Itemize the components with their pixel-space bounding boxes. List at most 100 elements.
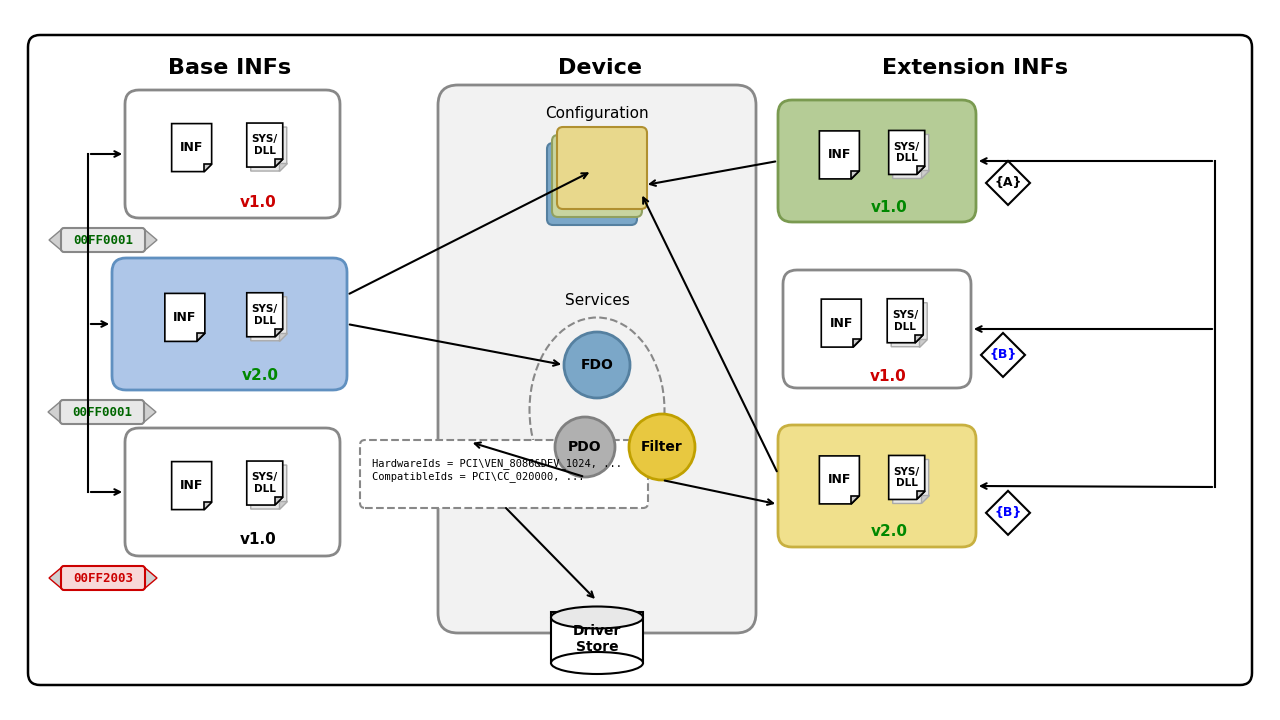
FancyBboxPatch shape	[113, 258, 347, 390]
Polygon shape	[819, 131, 859, 179]
Polygon shape	[891, 302, 927, 347]
Polygon shape	[916, 166, 924, 174]
Polygon shape	[247, 461, 283, 505]
Polygon shape	[279, 501, 287, 509]
Text: v2.0: v2.0	[870, 524, 908, 539]
Polygon shape	[143, 401, 156, 423]
Text: v1.0: v1.0	[239, 533, 276, 547]
Text: SYS/
DLL: SYS/ DLL	[893, 467, 920, 488]
Text: HardwareIds = PCI\VEN_8086&DEV_1024, ...
CompatibleIds = PCI\CC_020000, ...: HardwareIds = PCI\VEN_8086&DEV_1024, ...…	[372, 459, 622, 482]
Polygon shape	[172, 462, 211, 510]
Polygon shape	[275, 159, 283, 167]
Text: 00FF0001: 00FF0001	[72, 405, 132, 418]
Polygon shape	[279, 333, 287, 341]
Polygon shape	[920, 171, 929, 179]
Polygon shape	[49, 229, 61, 251]
Text: Driver
Store: Driver Store	[573, 624, 621, 654]
Circle shape	[564, 332, 630, 398]
Polygon shape	[247, 293, 283, 337]
Text: Extension INFs: Extension INFs	[882, 58, 1068, 78]
Polygon shape	[49, 401, 61, 423]
FancyBboxPatch shape	[125, 428, 340, 556]
Polygon shape	[197, 333, 205, 341]
Text: v1.0: v1.0	[870, 199, 908, 215]
Polygon shape	[986, 491, 1030, 535]
Text: v2.0: v2.0	[242, 367, 279, 382]
Polygon shape	[915, 335, 923, 343]
Text: SYS/
DLL: SYS/ DLL	[892, 310, 918, 331]
Ellipse shape	[550, 652, 643, 674]
Polygon shape	[986, 161, 1030, 205]
FancyBboxPatch shape	[125, 90, 340, 218]
Polygon shape	[822, 299, 861, 347]
Circle shape	[556, 417, 614, 477]
Text: Base INFs: Base INFs	[169, 58, 292, 78]
FancyBboxPatch shape	[552, 135, 643, 217]
Text: INF: INF	[828, 148, 851, 161]
Text: 00FF2003: 00FF2003	[73, 572, 133, 585]
Polygon shape	[165, 294, 205, 341]
Text: Filter: Filter	[641, 440, 682, 454]
Polygon shape	[919, 338, 927, 347]
Polygon shape	[892, 135, 929, 179]
FancyBboxPatch shape	[60, 400, 145, 424]
Polygon shape	[275, 329, 283, 337]
Text: {A}: {A}	[995, 176, 1021, 189]
Polygon shape	[49, 567, 61, 589]
FancyBboxPatch shape	[360, 440, 648, 508]
Text: INF: INF	[173, 311, 197, 324]
Polygon shape	[854, 339, 861, 347]
FancyBboxPatch shape	[557, 127, 646, 209]
Text: INF: INF	[828, 474, 851, 487]
FancyBboxPatch shape	[547, 143, 637, 225]
Polygon shape	[279, 163, 287, 171]
Text: v1.0: v1.0	[870, 369, 906, 384]
Text: INF: INF	[829, 317, 852, 330]
Text: Device: Device	[558, 58, 643, 78]
Text: INF: INF	[180, 141, 204, 154]
Text: FDO: FDO	[581, 358, 613, 372]
Text: SYS/
DLL: SYS/ DLL	[252, 472, 278, 494]
Text: PDO: PDO	[568, 440, 602, 454]
Text: Configuration: Configuration	[545, 106, 649, 120]
Text: SYS/
DLL: SYS/ DLL	[893, 142, 920, 163]
Polygon shape	[251, 465, 287, 509]
Text: SYS/
DLL: SYS/ DLL	[252, 134, 278, 156]
Polygon shape	[251, 297, 287, 341]
Polygon shape	[980, 333, 1025, 377]
Polygon shape	[887, 299, 923, 343]
Polygon shape	[819, 456, 859, 504]
Polygon shape	[275, 497, 283, 505]
FancyBboxPatch shape	[778, 100, 975, 222]
Polygon shape	[892, 459, 929, 503]
Text: {B}: {B}	[989, 348, 1016, 361]
Text: {B}: {B}	[995, 506, 1021, 519]
FancyBboxPatch shape	[61, 228, 145, 252]
Ellipse shape	[550, 606, 643, 629]
Polygon shape	[920, 495, 929, 503]
Text: 00FF0001: 00FF0001	[73, 233, 133, 246]
Text: Services: Services	[564, 292, 630, 307]
Polygon shape	[204, 163, 211, 171]
FancyBboxPatch shape	[61, 566, 145, 590]
Polygon shape	[247, 123, 283, 167]
Polygon shape	[888, 130, 924, 174]
Polygon shape	[145, 229, 157, 251]
Text: SYS/
DLL: SYS/ DLL	[252, 304, 278, 325]
Text: v1.0: v1.0	[239, 194, 276, 210]
Polygon shape	[851, 171, 859, 179]
Bar	[550, 612, 643, 663]
Polygon shape	[172, 124, 211, 171]
Polygon shape	[851, 496, 859, 504]
FancyBboxPatch shape	[778, 425, 975, 547]
Polygon shape	[916, 492, 924, 500]
Polygon shape	[251, 127, 287, 171]
Polygon shape	[888, 456, 924, 500]
Text: INF: INF	[180, 479, 204, 492]
Polygon shape	[204, 502, 211, 510]
Circle shape	[628, 414, 695, 480]
FancyBboxPatch shape	[28, 35, 1252, 685]
Polygon shape	[145, 567, 157, 589]
FancyBboxPatch shape	[783, 270, 972, 388]
FancyBboxPatch shape	[438, 85, 756, 633]
